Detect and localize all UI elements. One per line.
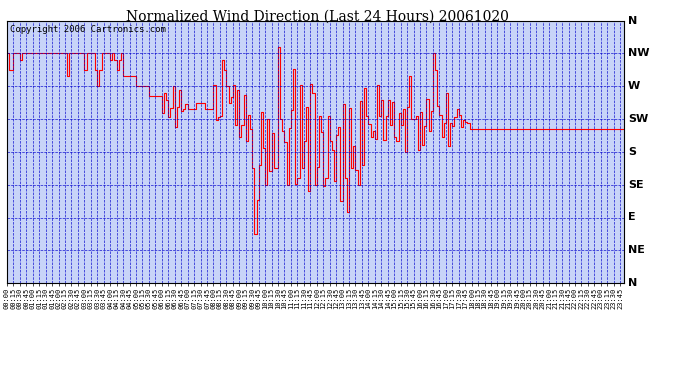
Text: S: S — [628, 147, 636, 157]
Text: Normalized Wind Direction (Last 24 Hours) 20061020: Normalized Wind Direction (Last 24 Hours… — [126, 9, 509, 23]
Text: NE: NE — [628, 245, 644, 255]
Text: Copyright 2006 Cartronics.com: Copyright 2006 Cartronics.com — [10, 25, 166, 34]
Text: N: N — [628, 278, 637, 288]
Text: N: N — [628, 16, 637, 26]
Text: NW: NW — [628, 48, 649, 58]
Text: E: E — [628, 213, 635, 222]
Text: SE: SE — [628, 180, 644, 190]
Text: SW: SW — [628, 114, 648, 124]
Text: W: W — [628, 81, 640, 91]
